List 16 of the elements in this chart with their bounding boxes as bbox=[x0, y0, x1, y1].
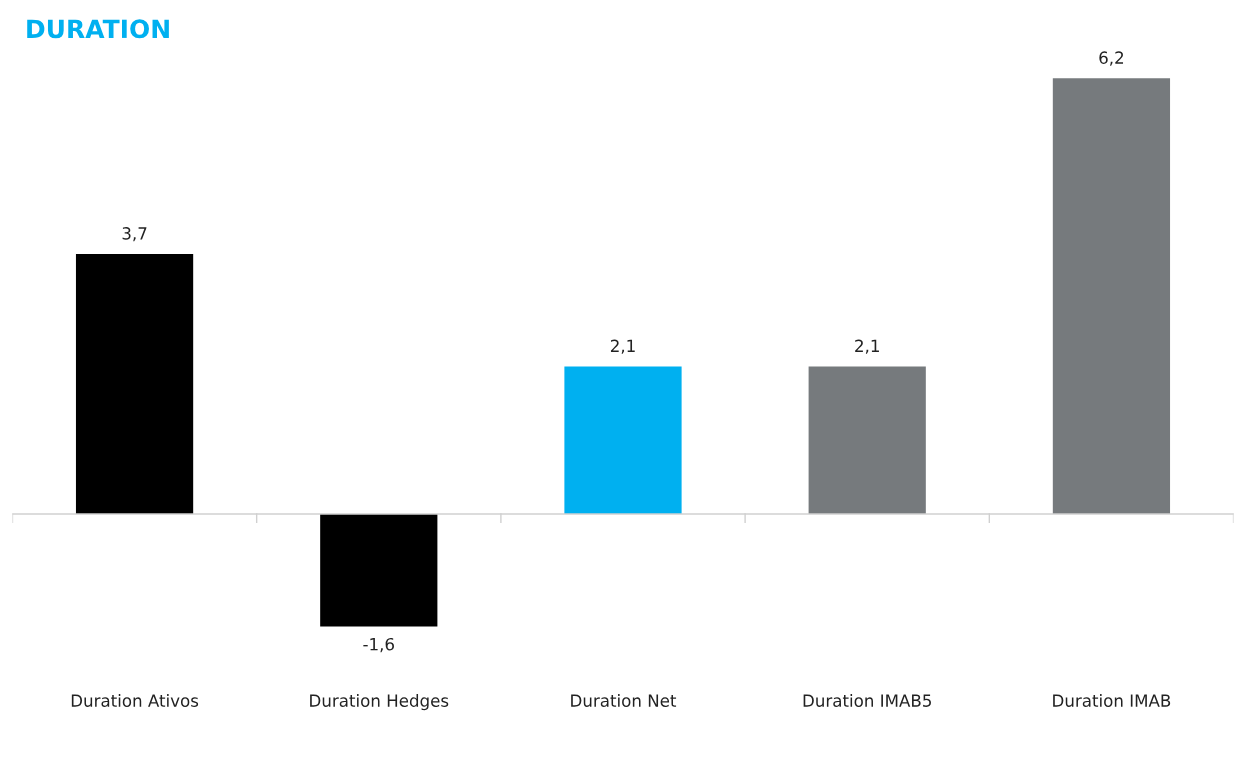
bar bbox=[75, 254, 194, 515]
data-label: 6,2 bbox=[1099, 51, 1124, 66]
x-tick-label: Duration Hedges bbox=[310, 694, 449, 711]
data-label: 2,1 bbox=[855, 339, 879, 354]
data-label: 3,7 bbox=[122, 227, 147, 242]
x-tick-label: Duration IMAB5 bbox=[803, 694, 931, 707]
bar bbox=[564, 366, 682, 515]
chart-title: DURATION bbox=[27, 19, 169, 39]
data-label: -1,6 bbox=[363, 637, 394, 653]
bar bbox=[320, 514, 438, 627]
data-label: 2,1 bbox=[610, 339, 635, 354]
x-tick-label: Duration Ativos bbox=[71, 694, 199, 707]
bar bbox=[1052, 78, 1171, 515]
x-tick-label: Duration IMAB bbox=[1053, 694, 1171, 707]
bar bbox=[808, 366, 926, 515]
x-tick-label: Duration Net bbox=[571, 694, 677, 707]
